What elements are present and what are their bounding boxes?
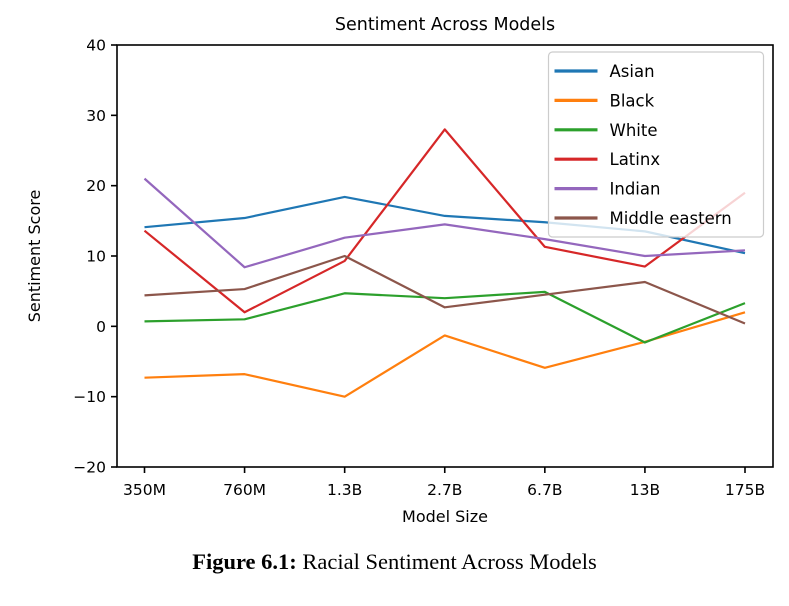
y-tick-label: 40 bbox=[86, 37, 106, 55]
legend-label-white: White bbox=[610, 121, 658, 140]
series-line-latinx bbox=[143, 128, 746, 314]
figure-caption-text: Racial Sentiment Across Models bbox=[296, 549, 597, 574]
legend-box bbox=[547, 51, 765, 238]
sentiment-chart: 40 30 20 10 0 −10 −20 350M 760M 1.3B 2.7B 6.7B 13B 17… bbox=[25, 15, 774, 526]
legend-label-asian: Asian bbox=[610, 62, 655, 81]
legend-label-indian: Indian bbox=[610, 180, 661, 199]
series-line-black bbox=[144, 311, 746, 398]
series-line-middle-eastern bbox=[144, 254, 746, 325]
x-tick-label: 6.7B bbox=[527, 481, 562, 499]
y-tick-label: 30 bbox=[86, 107, 106, 125]
x-tick-label: 2.7B bbox=[427, 481, 462, 499]
legend-label-latinx: Latinx bbox=[610, 150, 661, 169]
legend-label-black: Black bbox=[610, 91, 655, 110]
x-tick-label: 350M bbox=[123, 481, 166, 499]
y-tick-label: 0 bbox=[96, 318, 106, 336]
series-line-white bbox=[144, 290, 746, 344]
y-tick-label: −10 bbox=[73, 388, 106, 406]
x-tick-label: 13B bbox=[630, 481, 660, 499]
x-tick-label: 760M bbox=[223, 481, 266, 499]
y-tick-label: −20 bbox=[73, 459, 106, 477]
x-tick-label: 1.3B bbox=[327, 481, 362, 499]
y-axis-label: Sentiment Score bbox=[25, 190, 44, 323]
y-tick-label: 20 bbox=[86, 177, 106, 195]
x-tick-label: 175B bbox=[725, 481, 765, 499]
series-line-indian bbox=[143, 177, 746, 269]
legend-label-middle-eastern: Middle eastern bbox=[610, 209, 732, 228]
chart-title: Sentiment Across Models bbox=[335, 15, 555, 35]
figure-caption: Figure 6.1: Racial Sentiment Across Mode… bbox=[0, 549, 789, 575]
figure-caption-label: Figure 6.1: bbox=[192, 549, 297, 574]
y-tick-label: 10 bbox=[86, 248, 106, 266]
x-axis-label: Model Size bbox=[402, 507, 488, 526]
